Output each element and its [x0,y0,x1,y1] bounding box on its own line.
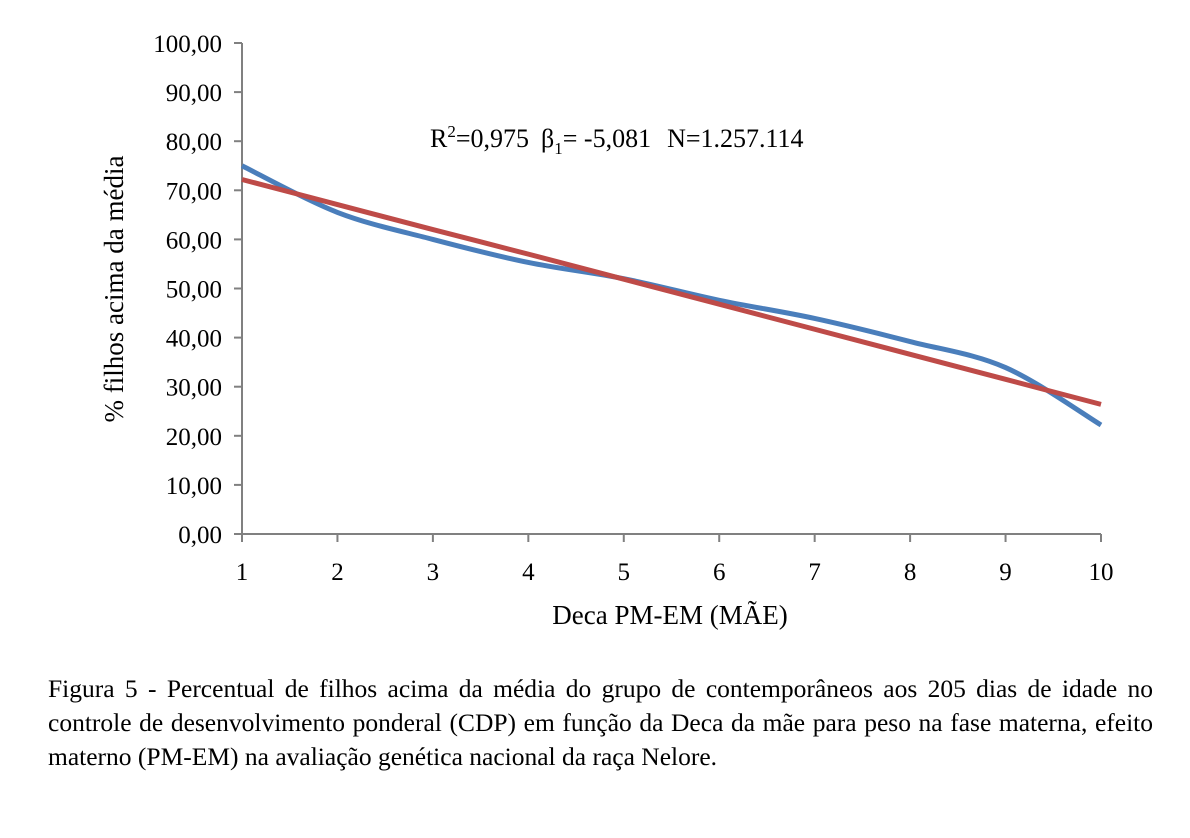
regression-annotation: R2=0,975 β1= -5,081 N=1.257.114 [430,122,804,158]
n-value: N=1.257.114 [667,124,803,153]
y-tick-label: 80,00 [166,129,222,156]
line-chart: 0,00 10,00 20,00 30,00 40,00 50,00 60,00 70,00 8… [99,31,1114,630]
x-tick-label: 4 [522,559,535,586]
x-tick-label: 6 [713,559,726,586]
series-group [240,163,1103,428]
y-tick-label: 70,00 [166,178,222,205]
y-tick-label: 50,00 [166,277,222,304]
x-tick-label: 1 [236,559,249,586]
caption-label: Figura 5 - [48,674,167,703]
caption-text: Percentual de filhos acima da média do g… [48,674,1153,771]
series-line-regression [241,177,1102,407]
beta-label: β [541,124,554,153]
x-tick-label: 8 [904,559,917,586]
r2-value: =0,975 [456,124,529,153]
series-line-observed [240,163,1103,428]
beta-subscript: 1 [554,139,563,158]
x-tick-label: 2 [331,559,344,586]
y-tick-label: 100,00 [153,31,222,58]
x-tick-label: 5 [618,559,631,586]
beta-value: = -5,081 [563,124,651,153]
x-tick-label: 9 [999,559,1012,586]
y-tick-label: 90,00 [166,80,222,107]
y-tick-label: 40,00 [166,326,222,353]
x-tick-label: 10 [1089,559,1114,586]
y-tick-label: 20,00 [166,424,222,451]
y-tick-label: 0,00 [178,522,222,549]
x-tick-label: 7 [808,559,821,586]
r2-label: R [430,124,448,153]
r2-superscript: 2 [447,122,456,141]
y-tick-label: 60,00 [166,227,222,254]
x-axis-ticks: 1 2 3 4 5 6 7 8 9 10 [236,534,1114,586]
x-axis-title: Deca PM-EM (MÃE) [552,600,787,630]
x-tick-label: 3 [427,559,440,586]
y-axis-ticks: 0,00 10,00 20,00 30,00 40,00 50,00 60,00 70,00 8… [153,31,242,549]
y-tick-label: 10,00 [166,473,222,500]
y-tick-label: 30,00 [166,375,222,402]
y-axis-title: % filhos acima da média [99,156,129,423]
figure-caption: Figura 5 - Percentual de filhos acima da… [48,672,1153,774]
